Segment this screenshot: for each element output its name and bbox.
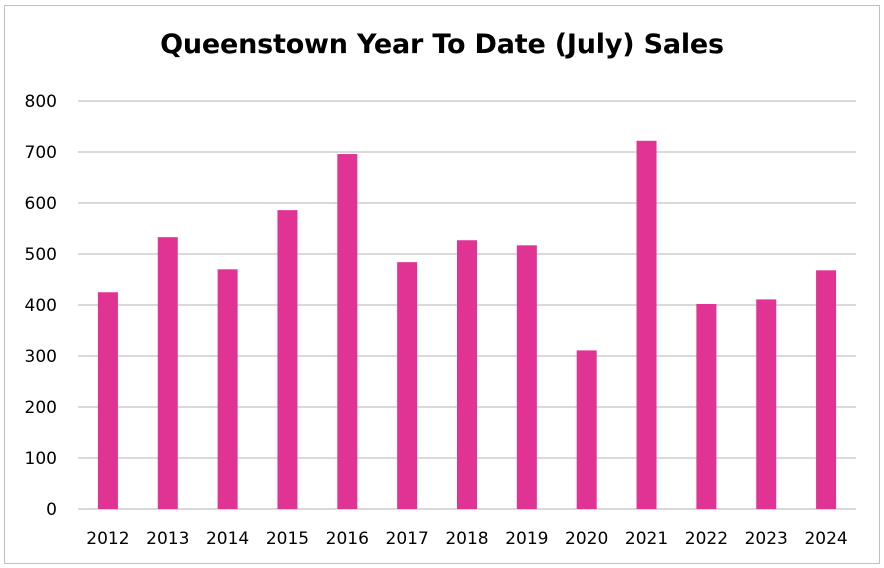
chart-title: Queenstown Year To Date (July) Sales	[160, 29, 724, 60]
bar-2014	[217, 269, 238, 509]
bar-2023	[756, 299, 777, 509]
x-tick-label: 2012	[86, 529, 129, 549]
y-tick-label: 400	[25, 296, 57, 316]
x-tick-label: 2021	[625, 529, 668, 549]
y-tick-label: 600	[25, 194, 57, 214]
y-tick-label: 300	[25, 347, 57, 367]
bar-2021	[636, 140, 657, 509]
bar-2020	[576, 350, 597, 509]
y-tick-label: 0	[46, 500, 57, 520]
bar-2018	[457, 240, 477, 510]
x-tick-label: 2023	[745, 529, 788, 549]
bar-2012	[97, 292, 118, 509]
bar-2016	[337, 154, 358, 510]
x-tick-label: 2019	[505, 529, 548, 549]
x-tick-label: 2018	[445, 529, 488, 549]
x-axis-tick-labels: 2012 2013 2014 2015 2016 2017 2018 2019 2020 2021…	[86, 529, 847, 549]
x-tick-label: 2024	[804, 529, 847, 549]
y-tick-label: 200	[25, 398, 57, 418]
y-axis-tick-labels: 0 100 200 300 400 500 600 700 800	[25, 92, 57, 520]
x-tick-label: 2013	[146, 529, 189, 549]
y-tick-label: 700	[25, 143, 57, 163]
bar-2015	[277, 210, 298, 509]
y-tick-label: 500	[25, 245, 57, 265]
x-tick-label: 2022	[685, 529, 728, 549]
bar-2022	[696, 303, 717, 509]
bar-2019	[516, 245, 537, 509]
x-tick-label: 2016	[326, 529, 369, 549]
bar-2024	[816, 270, 837, 509]
bars	[97, 140, 837, 510]
bar-2017	[397, 262, 418, 509]
x-tick-label: 2015	[266, 529, 309, 549]
y-tick-label: 100	[25, 449, 57, 469]
y-tick-label: 800	[25, 92, 57, 112]
x-tick-label: 2014	[206, 529, 249, 549]
chart-frame	[4, 5, 880, 564]
x-tick-label: 2017	[386, 529, 429, 549]
bar-2013	[157, 237, 178, 510]
x-tick-label: 2020	[565, 529, 608, 549]
